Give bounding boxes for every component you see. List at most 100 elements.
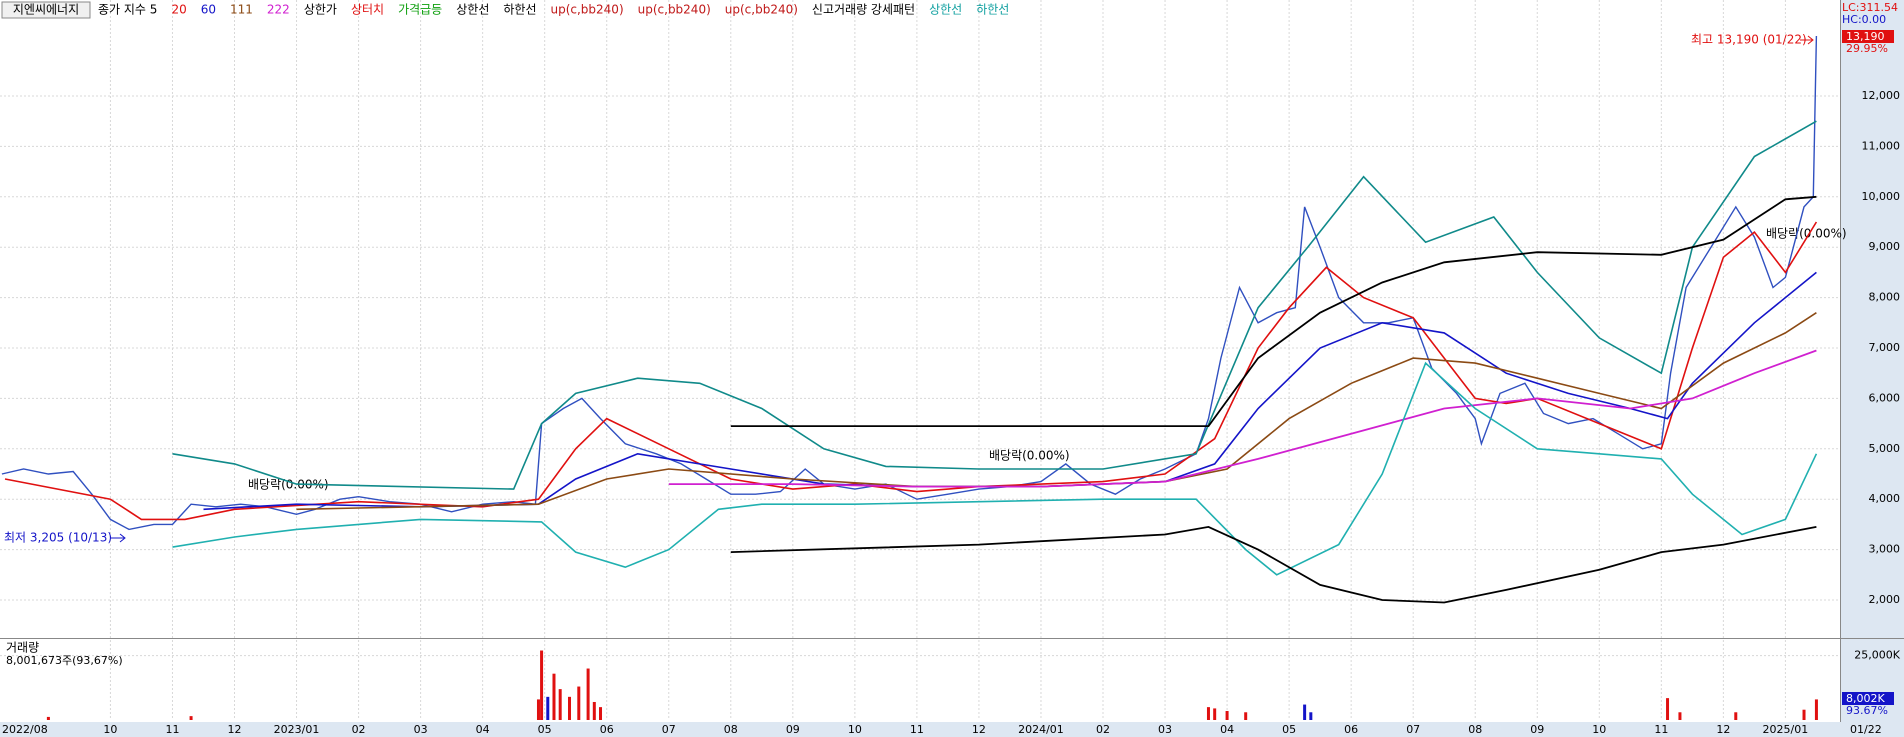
volume-bar	[189, 716, 193, 720]
legend-item: 상한선	[456, 3, 489, 17]
y-tick-label: 6,000	[1869, 391, 1901, 404]
last-price: 13,190	[1846, 30, 1885, 43]
volume-pct: 93.67%	[1846, 704, 1888, 717]
series-line	[4, 221, 1818, 521]
series-line	[1, 35, 1818, 531]
x-tick-label: 02	[1096, 723, 1110, 736]
legend-item: 20	[171, 3, 186, 17]
x-tick-label: 12	[227, 723, 241, 736]
volume-subtitle: 8,001,673주(93,67%)	[6, 654, 123, 667]
volume-bar	[552, 673, 556, 720]
volume-bar	[1734, 712, 1738, 720]
dividend-annotation: 배당락(0.00%)	[1766, 227, 1847, 241]
legend-item: 상터치	[351, 3, 384, 17]
low-arrow	[110, 533, 126, 543]
y-tick-label: 10,000	[1862, 190, 1901, 203]
series-line	[296, 312, 1817, 511]
x-tick-label: 05	[1282, 723, 1296, 736]
legend-item: 신고거래량 강세패턴	[812, 3, 915, 17]
x-tick-label: 07	[662, 723, 676, 736]
y-tick-label: 7,000	[1869, 341, 1901, 354]
y-tick-label: 12,000	[1862, 89, 1901, 102]
x-tick-label: 02	[352, 723, 366, 736]
legend-item: 60	[201, 3, 216, 17]
volume-bar	[1244, 712, 1248, 720]
series-line	[730, 195, 1817, 427]
legend-item: up(c,bb240)	[638, 3, 711, 17]
x-tick-label: 2025/01	[1763, 723, 1809, 736]
legend-item: 222	[267, 3, 290, 17]
last-price-box	[1842, 30, 1894, 43]
volume-bar	[1303, 704, 1307, 720]
series-line	[668, 349, 1817, 488]
volume-bar	[567, 696, 571, 720]
x-tick-label: 07	[1406, 723, 1420, 736]
x-axis-bg	[0, 722, 1904, 737]
volume-bar	[540, 650, 544, 720]
y-tick-label: 2,000	[1869, 593, 1901, 606]
legend-item: 종가 지수 5	[98, 3, 157, 17]
x-tick-label: 09	[1530, 723, 1544, 736]
dividend-annotation: 배당락(0.00%)	[248, 478, 329, 492]
volume-bar	[46, 716, 50, 720]
volume-bar	[592, 701, 596, 720]
legend-item: 111	[230, 3, 253, 17]
x-tick-label: 04	[476, 723, 490, 736]
legend-item: 상한선	[929, 3, 962, 17]
x-tick-label: 2022/08	[2, 723, 48, 736]
volume-bar	[1814, 699, 1818, 720]
x-tick-label: 08	[724, 723, 738, 736]
volume-bar	[599, 707, 603, 720]
series-line	[730, 525, 1817, 604]
series-line	[172, 361, 1818, 576]
x-tick-label: 2023/01	[274, 723, 320, 736]
volume-bar	[546, 696, 550, 720]
y-tick-label: 9,000	[1869, 240, 1901, 253]
volume-last-box	[1842, 692, 1894, 705]
series-line	[172, 120, 1817, 490]
change-pct: 29.95%	[1846, 42, 1888, 55]
x-tick-label: 09	[786, 723, 800, 736]
y-tick-label: 4,000	[1869, 492, 1901, 505]
ticker-box	[1, 1, 91, 19]
x-tick-label: 06	[600, 723, 614, 736]
legend-item: 가격급등	[398, 3, 442, 17]
plot	[0, 0, 1840, 720]
right-axis-bg	[1840, 0, 1904, 737]
x-tick-label: 10	[848, 723, 862, 736]
x-tick-label: 11	[1654, 723, 1668, 736]
x-tick-label: 11	[910, 723, 924, 736]
x-tick-label: 03	[414, 723, 428, 736]
volume-bar	[1309, 712, 1313, 720]
legend-item: 상한가	[304, 3, 337, 17]
ticker: 지엔씨에너지	[13, 3, 79, 17]
x-tick-label: 03	[1158, 723, 1172, 736]
hc-label: HC:0.00	[1842, 13, 1886, 26]
y-tick-label: 25,000K	[1854, 649, 1900, 662]
volume-bar	[1802, 709, 1806, 720]
series-line	[203, 271, 1817, 511]
y-tick-label: 8,000	[1869, 291, 1901, 304]
y-tick-label: 11,000	[1862, 139, 1901, 152]
volume-bar	[1213, 708, 1217, 720]
volume-bar	[1678, 712, 1682, 720]
volume-bar	[1666, 698, 1670, 720]
high-arrow	[1800, 35, 1814, 45]
legend-item: 하한선	[503, 3, 536, 17]
lc-label: LC:311.54	[1842, 1, 1898, 14]
volume-last: 8,002K	[1846, 692, 1885, 705]
volume-title: 거래량	[6, 641, 39, 655]
x-tick-label: 12	[972, 723, 986, 736]
legend-item: up(c,bb240)	[725, 3, 798, 17]
high-annotation: 최고 13,190 (01/22)	[1691, 33, 1807, 47]
x-tick-label: 05	[538, 723, 552, 736]
x-tick-label: 2024/01	[1018, 723, 1064, 736]
last-date: 01/22	[1850, 723, 1882, 736]
x-tick-label: 12	[1716, 723, 1730, 736]
y-tick-label: 3,000	[1869, 543, 1901, 556]
dividend-annotation: 배당락(0.00%)	[989, 449, 1070, 463]
volume-bar	[536, 699, 540, 720]
volume-bar	[1206, 707, 1210, 720]
